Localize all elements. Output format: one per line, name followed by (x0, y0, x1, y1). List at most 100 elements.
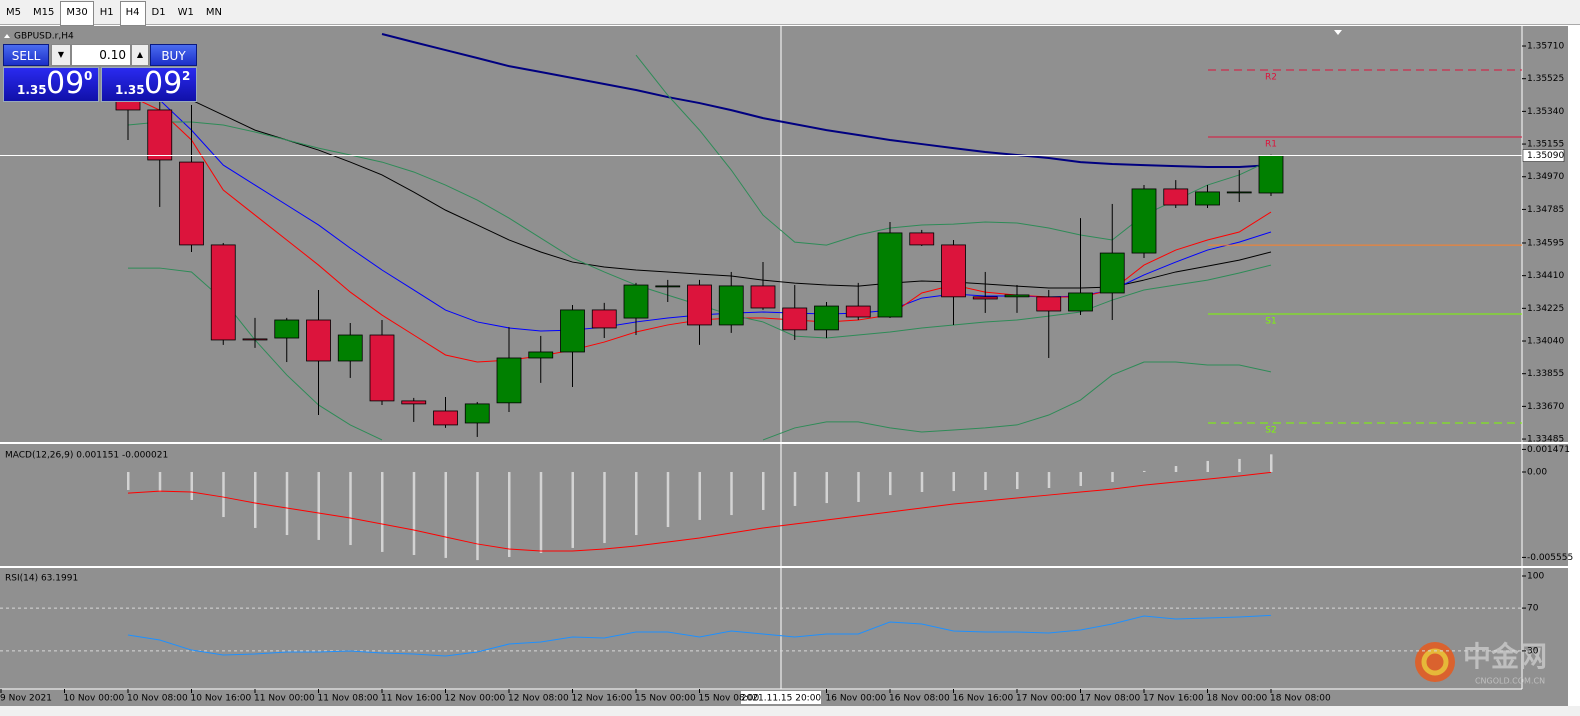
candle-body (1099, 252, 1125, 294)
candle-body (591, 309, 617, 329)
price-label: 1.35090 (1527, 151, 1564, 161)
candle-body (306, 319, 331, 362)
x-tick-label: 12 Nov 08:00 (508, 694, 569, 704)
y-tick-label: 1.33485 (1527, 435, 1564, 445)
watermark-site: CNGOLD.COM.CN (1475, 677, 1545, 686)
timeframe-button[interactable]: M30 (60, 1, 94, 26)
x-tick-label: 17 Nov 08:00 (1080, 694, 1141, 704)
macd-bar (476, 472, 479, 561)
macd-bar (793, 472, 797, 506)
timeframe-button[interactable]: M5 (6, 7, 21, 18)
timeframe-button[interactable]: M15 (33, 7, 55, 18)
x-tick-label: 9 Nov 2021 (0, 694, 52, 704)
bid-point: 0 (84, 69, 93, 83)
buy-button[interactable]: BUY (150, 44, 197, 66)
macd-bar (127, 472, 130, 490)
y-tick-label: 1.33670 (1527, 402, 1564, 412)
symbol-title: GBPUSD.r,H4 (14, 32, 74, 42)
symbol-icon (4, 34, 10, 38)
macd-bar (889, 472, 892, 496)
macd-bar (539, 472, 543, 554)
bid-pips: 09 (46, 66, 85, 101)
x-tick-label: 16 Nov 08:00 (889, 694, 950, 704)
timeframe-button[interactable]: W1 (177, 7, 194, 18)
pivot-label: S1 (1265, 316, 1276, 326)
macd-bar (1143, 470, 1146, 473)
ask-box[interactable]: 1.35 09 2 (101, 66, 197, 102)
macd-bar (1079, 472, 1082, 486)
candle-body (909, 232, 935, 246)
candle-body (560, 309, 585, 353)
timeframe-button[interactable]: D1 (151, 7, 166, 18)
macd-bar (1111, 472, 1114, 482)
candle-body (814, 305, 839, 331)
y-tick-label: -0.005555 (1527, 553, 1573, 563)
watermark-logo (1415, 642, 1455, 682)
macd-bar (857, 472, 860, 502)
bid-box[interactable]: 1.35 09 0 (3, 66, 99, 102)
lot-down[interactable]: ▼ (51, 44, 71, 66)
timeframe-button[interactable]: MN (205, 7, 222, 18)
chart-background (0, 26, 1568, 706)
crosshair-time: 2021.11.15 20:00 (741, 694, 822, 704)
macd-bar (920, 472, 924, 492)
macd-bar (1238, 458, 1241, 473)
y-tick-label: 1.35340 (1527, 107, 1564, 117)
candle-body (941, 244, 966, 298)
rsi-title: RSI(14) 63.1991 (5, 574, 78, 584)
x-tick-label: 17 Nov 00:00 (1016, 694, 1077, 704)
indicator-line (381, 33, 1272, 169)
timeframe-button[interactable]: H4 (119, 1, 146, 26)
x-tick-label: 12 Nov 16:00 (572, 694, 633, 704)
macd-title: MACD(12,26,9) 0.001151 -0.000021 (5, 451, 168, 461)
x-tick-label: 10 Nov 00:00 (64, 694, 125, 704)
pivot-label: S2 (1265, 425, 1276, 435)
macd-bar (190, 472, 193, 500)
one-click-trading: SELL ▼ 0.10 ▲ BUY 1.35 09 0 1.35 09 2 (3, 44, 197, 102)
ask-big: 1.35 (115, 83, 145, 97)
crosshair-time-box (741, 691, 821, 704)
y-tick-label: 1.33855 (1527, 369, 1564, 379)
x-tick-label: 12 Nov 00:00 (445, 694, 506, 704)
candle-body (718, 285, 744, 326)
macd-bar (222, 472, 225, 518)
lot-up[interactable]: ▲ (131, 44, 149, 66)
macd-bar (825, 472, 828, 504)
y-tick-label: 1.34410 (1527, 271, 1564, 281)
ask-pips: 09 (144, 66, 183, 101)
shift-marker (1334, 30, 1342, 35)
macd-bar (603, 472, 606, 544)
candle-body (464, 403, 490, 424)
candle-body (179, 161, 204, 246)
sell-button[interactable]: SELL (3, 44, 49, 66)
macd-bar (1047, 472, 1051, 488)
macd-bar (1174, 466, 1178, 473)
macd-bar (730, 472, 733, 516)
macd-bar (317, 472, 320, 540)
macd-bar (254, 472, 257, 528)
candle-body (369, 334, 395, 402)
x-tick-label: 10 Nov 08:00 (127, 694, 188, 704)
y-tick-label: 1.35710 (1527, 42, 1564, 52)
lot-input[interactable]: 0.10 (71, 44, 131, 66)
candle-body (877, 232, 903, 318)
macd-bar (571, 472, 574, 548)
candle-body (1163, 188, 1189, 206)
candle-body (1131, 188, 1157, 254)
candle-body (242, 338, 268, 341)
macd-bar (381, 472, 384, 552)
x-tick-label: 16 Nov 16:00 (953, 694, 1014, 704)
watermark: 中金网 CNGOLD.COM.CN (1415, 640, 1547, 686)
macd-bar (444, 472, 447, 558)
timeframe-button[interactable]: H1 (99, 7, 114, 18)
timeframe-toolbar: M5 M15 M30 H1 H4 D1 W1 MN (0, 0, 1580, 26)
chart-window: GBPUSD.r,H4 MACD(12,26,9) 0.001151 -0.00… (0, 26, 1580, 716)
x-tick-label: 15 Nov 00:00 (635, 694, 696, 704)
x-tick-label: 17 Nov 16:00 (1143, 694, 1204, 704)
macd-bar (1206, 460, 1209, 473)
y-tick-label: 1.34040 (1527, 337, 1564, 347)
x-tick-label: 15 Nov 08:00 (699, 694, 760, 704)
candle-body (655, 285, 681, 288)
y-tick-label: 1.34785 (1527, 205, 1564, 215)
